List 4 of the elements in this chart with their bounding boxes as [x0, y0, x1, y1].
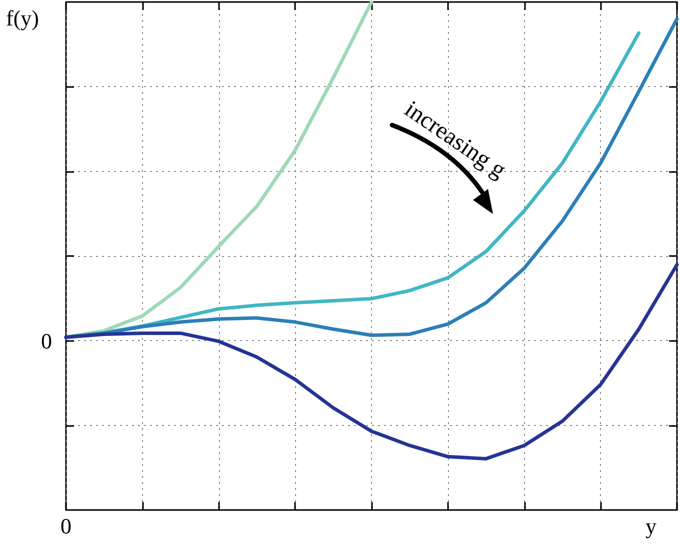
x-axis-title: y [646, 514, 656, 538]
text: 0 [41, 328, 52, 354]
y-axis-title: f(y) [6, 6, 39, 30]
text: 0 [60, 514, 72, 538]
